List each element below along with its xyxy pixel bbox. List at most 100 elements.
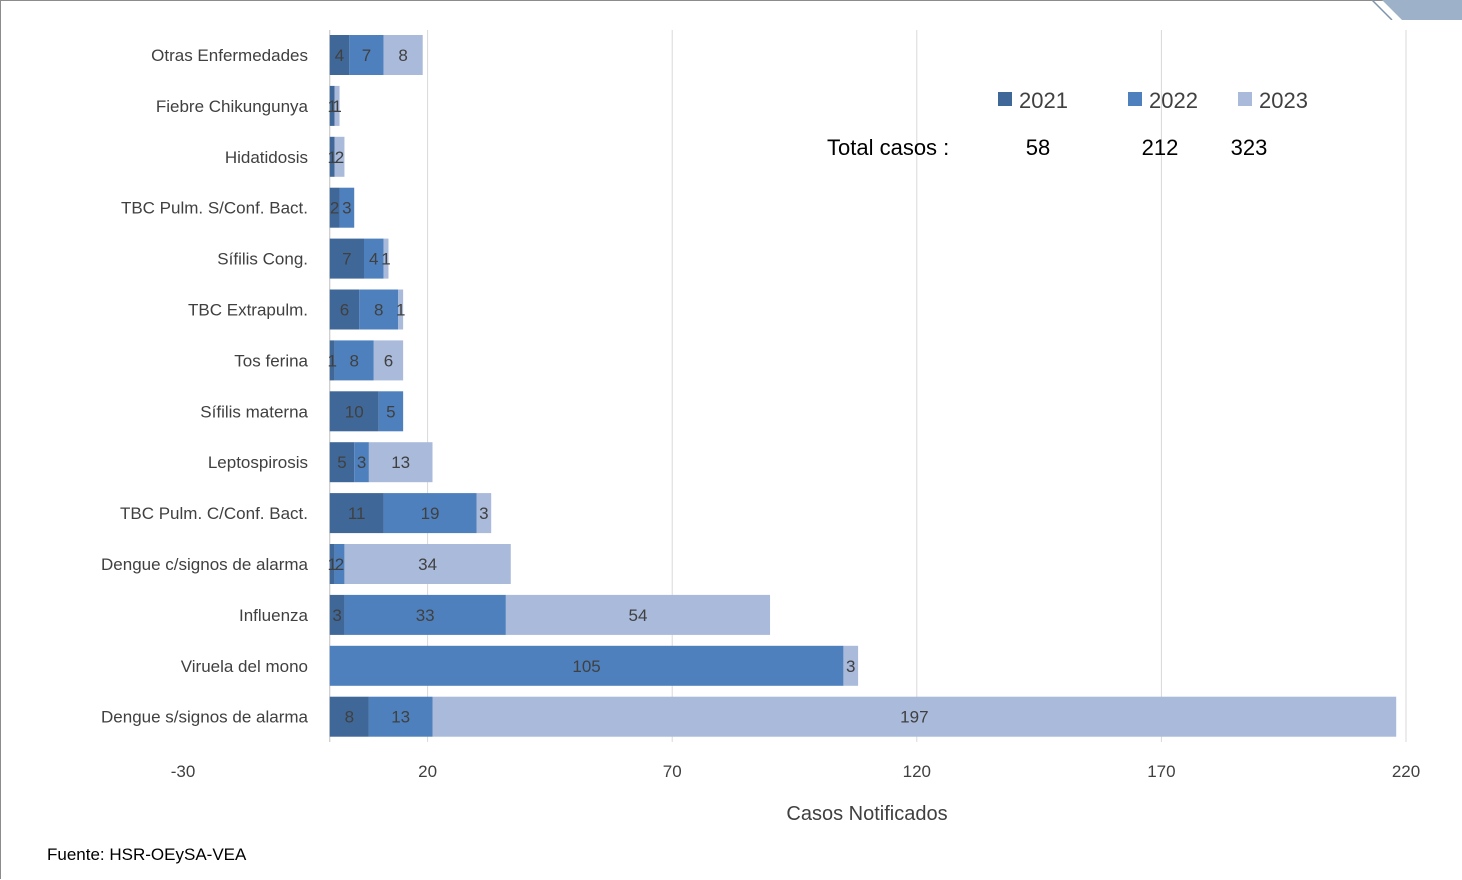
bar-data-label: 34 — [418, 555, 437, 574]
bar-data-label: 197 — [900, 708, 928, 727]
x-tick-label: 70 — [663, 762, 682, 781]
bar-segment-2021 — [329, 696, 369, 737]
bar-segment-2023 — [398, 289, 404, 330]
bar-segment-2021 — [329, 136, 335, 177]
bar-segment-2021 — [329, 187, 340, 228]
bar-data-label: 7 — [362, 46, 371, 65]
category-label: Sífilis materna — [200, 402, 308, 421]
bar-data-label: 33 — [416, 606, 435, 625]
legend-swatch-2022 — [1128, 92, 1142, 106]
bar-data-label: 1 — [327, 351, 336, 370]
x-tick-label: 220 — [1392, 762, 1420, 781]
legend-swatch-2021 — [998, 92, 1012, 106]
bar-segment-2023 — [334, 136, 345, 177]
bar-segment-2021 — [329, 85, 335, 126]
bar-segment-2022 — [339, 187, 355, 228]
bar-data-label: 8 — [374, 301, 383, 320]
category-label: Sífilis Cong. — [217, 250, 308, 269]
bar-data-label: 1 — [381, 250, 390, 269]
bar-data-label: 1 — [396, 301, 405, 320]
x-tick-label: 120 — [903, 762, 931, 781]
bar-segment-2021 — [329, 544, 335, 584]
bar-data-label: 6 — [384, 351, 393, 370]
bar-segment-2021 — [329, 35, 350, 75]
bar-data-label: 3 — [332, 606, 341, 625]
bar-segment-2023 — [373, 340, 404, 381]
category-label: Otras Enfermedades — [151, 46, 308, 65]
category-label: TBC Pulm. S/Conf. Bact. — [121, 199, 308, 218]
total-value: 58 — [1026, 135, 1050, 160]
bar-segment-2021 — [329, 340, 335, 381]
bar-segment-2021 — [329, 493, 384, 534]
bar-data-label: 13 — [391, 453, 410, 472]
category-label: Influenza — [239, 606, 309, 625]
bars — [329, 35, 1397, 737]
bar-segment-2022 — [378, 391, 404, 432]
bar-segment-2023 — [432, 696, 1397, 737]
bar-data-label: 54 — [628, 606, 647, 625]
legend-swatch-2023 — [1238, 92, 1252, 106]
bar-data-label: 1 — [327, 148, 336, 167]
category-label: Leptospirosis — [208, 453, 308, 472]
bar-segment-2023 — [383, 35, 423, 75]
bar-segment-2023 — [344, 544, 511, 584]
bar-data-label: 1 — [327, 555, 336, 574]
bar-data-label: 8 — [349, 351, 358, 370]
bar-data-label: 13 — [391, 708, 410, 727]
x-tick-label: 170 — [1147, 762, 1175, 781]
bar-data-label: 6 — [340, 301, 349, 320]
category-labels: Otras Enfermedades Fiebre Chikungunya Hida… — [101, 46, 309, 727]
bar-data-label: 3 — [479, 504, 488, 523]
total-value: 212 — [1142, 135, 1179, 160]
bar-segment-2022 — [344, 594, 506, 635]
bar-segment-2023 — [843, 645, 859, 686]
bar-segment-2022 — [364, 238, 384, 279]
bar-data-label: 11 — [348, 504, 366, 523]
category-label: TBC Pulm. C/Conf. Bact. — [120, 504, 308, 523]
bar-data-label: 4 — [335, 46, 344, 65]
total-value: 323 — [1231, 135, 1268, 160]
x-tick-labels: -30 20 70 120 170 220 — [171, 762, 1420, 781]
bar-data-label: 10 — [345, 402, 364, 421]
bar-segment-2021 — [329, 238, 365, 279]
bar-segment-2023 — [334, 85, 340, 126]
bar-data-label: 7 — [342, 250, 351, 269]
x-axis-title: Casos Notificados — [786, 803, 947, 825]
bar-segment-2021 — [329, 391, 379, 432]
bar-data-label: 19 — [421, 504, 440, 523]
category-label: Viruela del mono — [181, 657, 308, 676]
bar-data-label: 2 — [335, 555, 344, 574]
bar-segment-2022 — [354, 442, 369, 483]
bar-data-label: 3 — [846, 657, 855, 676]
category-label: Dengue c/signos de alarma — [101, 555, 309, 574]
bar-segment-2022 — [368, 696, 433, 737]
x-tick-label: 20 — [418, 762, 437, 781]
category-label: Hidatidosis — [225, 148, 308, 167]
totals-label: Total casos : — [827, 135, 949, 160]
legend-label: 2021 — [1019, 88, 1068, 113]
bar-segment-2023 — [505, 594, 771, 635]
bar-data-label: 1 — [327, 97, 336, 116]
bar-segment-2021 — [329, 289, 360, 330]
corner-decoration — [1372, 0, 1462, 20]
bar-data-label: 105 — [572, 657, 600, 676]
legend-label: 2023 — [1259, 88, 1308, 113]
source-note: Fuente: HSR-OEySA-VEA — [47, 845, 247, 864]
bar-data-label: 5 — [337, 453, 346, 472]
category-label: Dengue s/signos de alarma — [101, 708, 309, 727]
bar-data-label: 1 — [332, 97, 341, 116]
category-label: TBC Extrapulm. — [188, 301, 308, 320]
bar-segment-2022 — [359, 289, 399, 330]
bar-data-label: 3 — [357, 453, 366, 472]
bar-segment-2023 — [383, 238, 389, 279]
legend: 2021 2022 2023 — [998, 88, 1308, 113]
bar-segment-2023 — [368, 442, 433, 483]
totals-row: Total casos : 58 212 323 — [827, 135, 1267, 160]
bar-data-label: 2 — [335, 148, 344, 167]
bar-segment-2021 — [329, 442, 355, 483]
legend-label: 2022 — [1149, 88, 1198, 113]
bar-segment-2021 — [329, 594, 345, 635]
